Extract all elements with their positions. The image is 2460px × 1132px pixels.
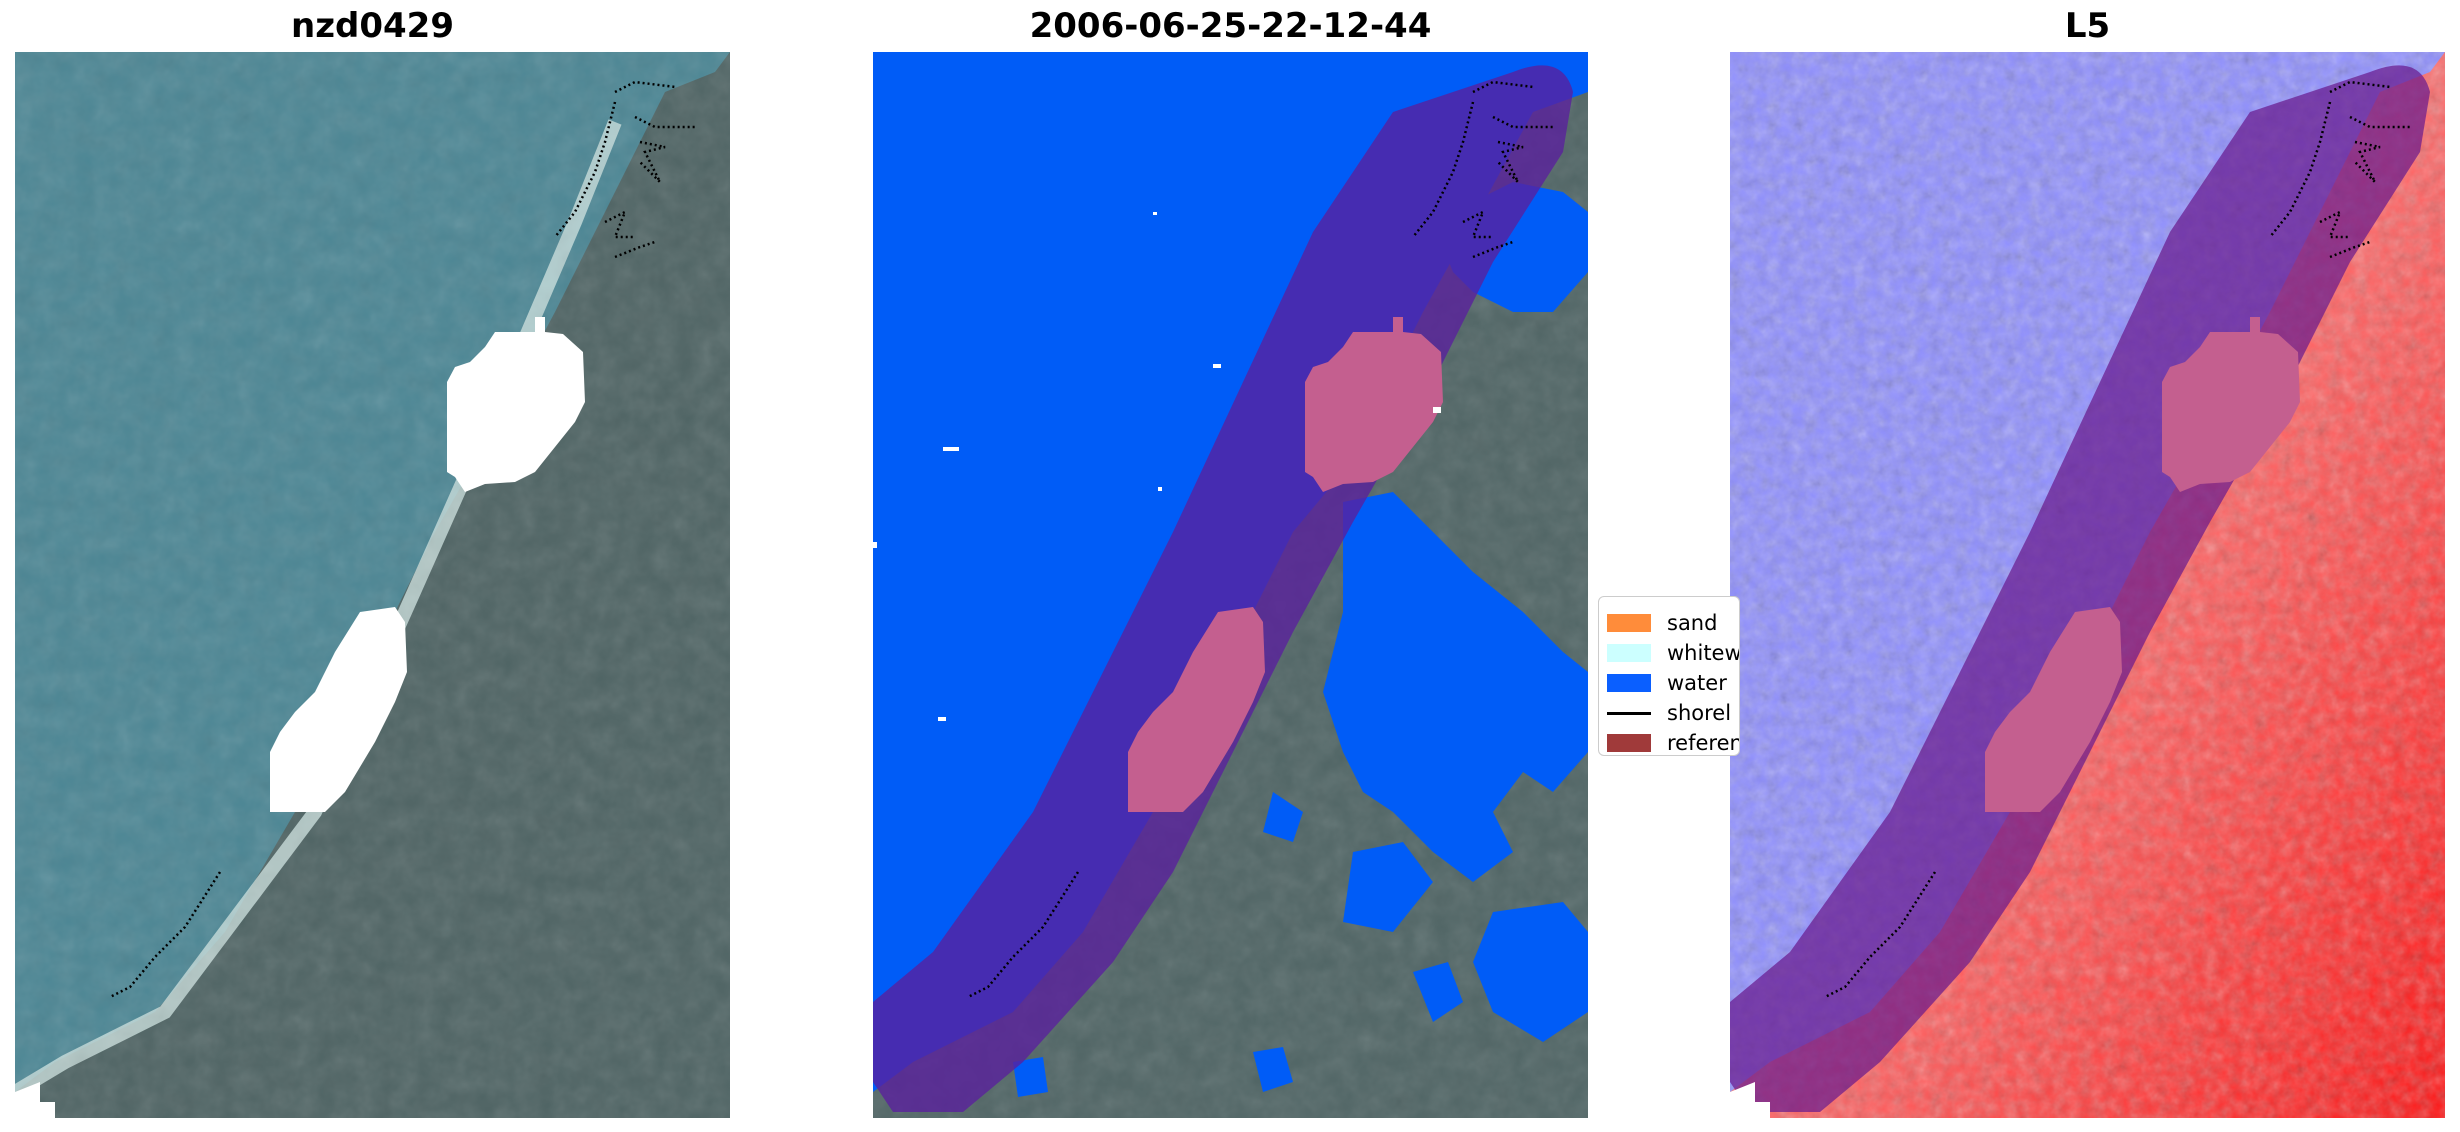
nodata-corner <box>1730 1082 1770 1118</box>
legend-label-whitewater: whitew <box>1667 641 1740 665</box>
panel-1-title: nzd0429 <box>291 6 454 46</box>
cloud-mask-lower <box>270 607 407 812</box>
shoreline-reference <box>1824 80 2410 999</box>
legend-label-sand: sand <box>1667 611 1718 635</box>
cloud-mask-lower <box>1128 607 1265 812</box>
nodata-corner <box>15 1082 55 1118</box>
index-map-panel <box>1730 52 2445 1118</box>
legend-swatch-water <box>1607 674 1651 692</box>
legend: sand whitew water shorel referen <box>1598 596 1740 756</box>
cloud-mask-lower <box>1985 607 2122 812</box>
legend-item-reference: referen <box>1607 729 1740 755</box>
legend-swatch-reference <box>1607 734 1651 752</box>
cloud-mask-upper <box>447 317 585 492</box>
legend-label-reference: referen <box>1667 731 1740 755</box>
legend-label-water: water <box>1667 671 1727 695</box>
panel-2-title: 2006-06-25-22-12-44 <box>1029 6 1432 46</box>
legend-swatch-shoreline <box>1607 711 1651 715</box>
legend-item-shoreline: shorel <box>1607 699 1731 727</box>
shoreline-detected <box>967 80 1553 999</box>
legend-item-water: water <box>1607 669 1727 697</box>
legend-swatch-whitewater <box>1607 644 1651 662</box>
legend-item-sand: sand <box>1607 609 1717 637</box>
classification-panel <box>873 52 1588 1118</box>
rgb-image-panel <box>15 52 730 1118</box>
legend-label-shoreline: shorel <box>1667 701 1732 725</box>
panel-3-title: L5 <box>2064 6 2111 46</box>
cloud-mask-upper <box>1305 317 1443 492</box>
legend-item-whitewater: whitew <box>1607 639 1740 667</box>
legend-swatch-sand <box>1607 614 1651 632</box>
shoreline-reference <box>109 80 695 999</box>
whitewater-specks <box>873 212 1441 721</box>
cloud-mask-upper <box>2162 317 2300 492</box>
